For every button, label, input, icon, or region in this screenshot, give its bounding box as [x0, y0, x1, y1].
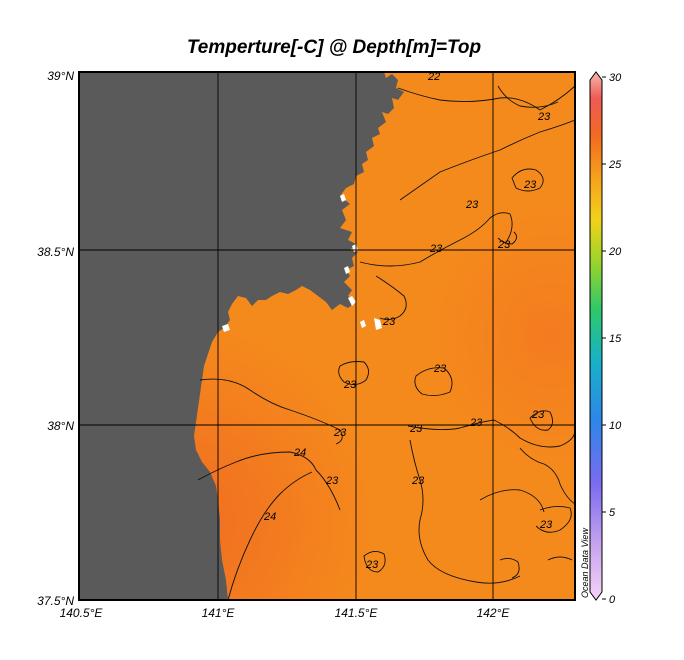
watermark-text: Ocean Data View — [580, 528, 590, 598]
contour-label: 23 — [531, 409, 545, 421]
lon-label: 141.5°E — [335, 606, 379, 620]
contour-label: 23 — [523, 179, 537, 191]
colorbar-tick-label: 10 — [609, 420, 622, 432]
contour-label: 23 — [382, 316, 396, 328]
map-title: Temperture[-C] @ Depth[m]=Top — [187, 37, 481, 58]
contour-label: 23 — [537, 111, 551, 123]
contour-label: 24 — [263, 511, 276, 523]
colorbar-tick-label: 20 — [608, 246, 622, 258]
contour-label: 23 — [497, 239, 511, 251]
colorbar-scale — [589, 71, 603, 601]
colorbar-tick-label: 25 — [608, 159, 622, 171]
contour-label: 22 — [427, 71, 440, 83]
map-area — [79, 72, 575, 600]
colorbar: 30 25 20 15 10 5 0 — [589, 71, 622, 606]
contour-label: 23 — [343, 379, 357, 391]
lat-label: 39°N — [47, 69, 74, 83]
lat-label: 38.5°N — [37, 245, 74, 259]
map-frame — [78, 71, 576, 601]
lon-label: 142°E — [477, 606, 511, 620]
contour-label: 23 — [325, 475, 339, 487]
colorbar-tick-label: 5 — [609, 507, 616, 519]
temperature-contours — [197, 85, 575, 600]
contour-label: 23 — [465, 199, 479, 211]
contour-label: 24 — [293, 447, 306, 459]
contour-label: 23 — [333, 427, 347, 439]
contour-labels: 22 23 23 23 23 23 23 23 23 23 23 23 23 2… — [263, 71, 553, 571]
lat-label: 37.5°N — [37, 594, 74, 608]
contour-label: 23 — [469, 417, 483, 429]
land-mass — [79, 72, 404, 600]
contour-label: 23 — [429, 243, 443, 255]
contour-label: 23 — [365, 559, 379, 571]
contour-label: 23 — [539, 519, 553, 531]
grid-lines — [79, 72, 575, 600]
colorbar-ticks — [602, 76, 606, 600]
colorbar-tick-label: 0 — [609, 594, 616, 606]
lon-label: 141°E — [202, 606, 236, 620]
contour-label: 23 — [411, 475, 425, 487]
contour-label: 23 — [433, 363, 447, 375]
colorbar-tick-label: 15 — [609, 333, 622, 345]
contour-label: 23 — [409, 423, 423, 435]
lat-label: 38°N — [47, 419, 74, 433]
lon-label: 140.5°E — [60, 606, 104, 620]
colorbar-tick-label: 30 — [609, 72, 622, 84]
